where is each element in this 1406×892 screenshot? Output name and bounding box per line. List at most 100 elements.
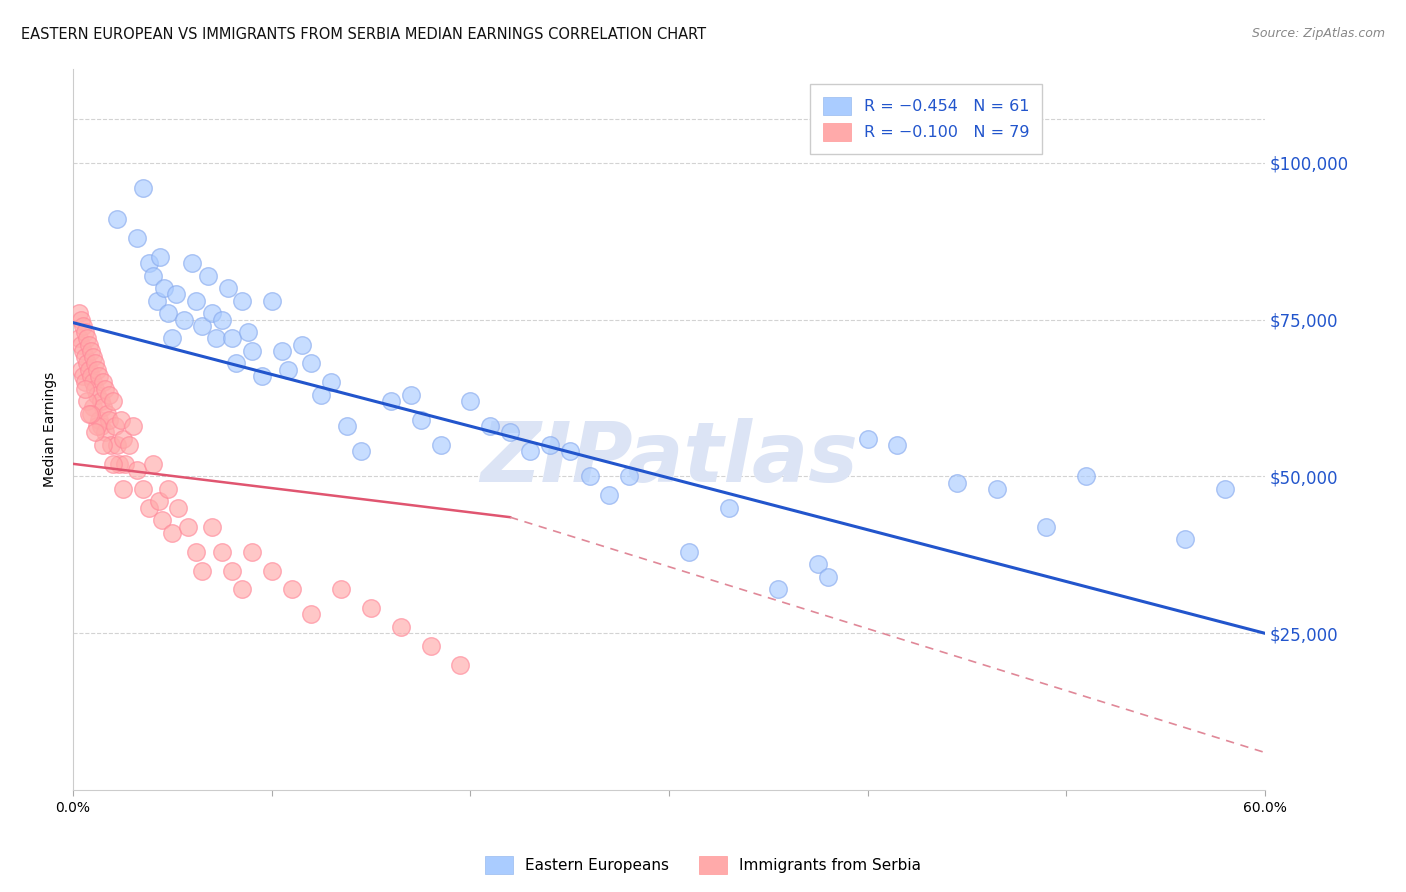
Point [104, 419, 127, 434]
Point [141, 268, 163, 283]
Point [94, 425, 117, 440]
Point [82, 401, 104, 415]
Point [177, 519, 200, 533]
Point [101, 457, 124, 471]
Point [350, 444, 373, 458]
Point [157, 482, 180, 496]
Point [221, 331, 243, 345]
Point [114, 457, 136, 471]
Point [96, 407, 118, 421]
Point [145, 293, 167, 308]
Point [125, 463, 148, 477]
Point [197, 268, 219, 283]
Point [73, 382, 96, 396]
Point [67, 331, 90, 345]
Point [90, 394, 112, 409]
Point [77, 362, 100, 376]
Point [86, 419, 108, 434]
Point [97, 413, 120, 427]
Point [717, 500, 740, 515]
Point [91, 401, 114, 415]
Point [1174, 532, 1197, 546]
Point [519, 444, 541, 458]
Point [73, 350, 96, 364]
Legend: Eastern Europeans, Immigrants from Serbia: Eastern Europeans, Immigrants from Serbi… [479, 850, 927, 880]
Point [221, 564, 243, 578]
Point [856, 432, 879, 446]
Point [72, 369, 94, 384]
Point [181, 256, 204, 270]
Point [250, 369, 273, 384]
Point [201, 306, 224, 320]
Point [678, 544, 700, 558]
Point [419, 639, 441, 653]
Point [162, 331, 184, 345]
Point [107, 457, 129, 471]
Point [131, 482, 153, 496]
Point [87, 369, 110, 384]
Point [449, 657, 471, 672]
Point [399, 388, 422, 402]
Point [86, 388, 108, 402]
Point [110, 413, 132, 427]
Point [167, 500, 190, 515]
Point [70, 312, 93, 326]
Point [153, 281, 176, 295]
Point [260, 293, 283, 308]
Point [1213, 482, 1236, 496]
Text: ZIPatlas: ZIPatlas [479, 417, 858, 499]
Point [76, 331, 98, 345]
Text: EASTERN EUROPEAN VS IMMIGRANTS FROM SERBIA MEDIAN EARNINGS CORRELATION CHART: EASTERN EUROPEAN VS IMMIGRANTS FROM SERB… [21, 27, 706, 42]
Point [77, 407, 100, 421]
Point [97, 388, 120, 402]
Point [986, 482, 1008, 496]
Point [598, 488, 620, 502]
Point [73, 325, 96, 339]
Point [91, 438, 114, 452]
Point [76, 356, 98, 370]
Point [105, 212, 128, 227]
Point [380, 394, 402, 409]
Point [152, 513, 174, 527]
Point [111, 432, 134, 446]
Point [138, 500, 160, 515]
Point [301, 356, 323, 370]
Point [211, 312, 233, 326]
Point [86, 362, 108, 376]
Point [76, 394, 98, 409]
Point [766, 582, 789, 597]
Point [149, 250, 172, 264]
Point [100, 438, 122, 452]
Point [389, 620, 412, 634]
Point [311, 388, 333, 402]
Point [148, 494, 170, 508]
Point [82, 350, 104, 364]
Point [270, 343, 292, 358]
Point [330, 582, 353, 597]
Point [105, 438, 128, 452]
Point [138, 256, 160, 270]
Point [225, 356, 247, 370]
Point [578, 469, 600, 483]
Point [84, 425, 107, 440]
Point [499, 425, 522, 440]
Point [94, 382, 117, 396]
Point [125, 231, 148, 245]
Point [240, 544, 263, 558]
Point [429, 438, 451, 452]
Point [67, 306, 90, 320]
Point [111, 482, 134, 496]
Point [84, 382, 107, 396]
Point [619, 469, 641, 483]
Point [201, 519, 224, 533]
Point [91, 376, 114, 390]
Y-axis label: Median Earnings: Median Earnings [44, 372, 58, 487]
Point [70, 337, 93, 351]
Legend: R = −0.454   N = 61, R = −0.100   N = 79: R = −0.454 N = 61, R = −0.100 N = 79 [810, 84, 1042, 154]
Point [280, 582, 302, 597]
Point [409, 413, 432, 427]
Point [1035, 519, 1057, 533]
Point [336, 419, 359, 434]
Point [205, 331, 228, 345]
Point [817, 570, 839, 584]
